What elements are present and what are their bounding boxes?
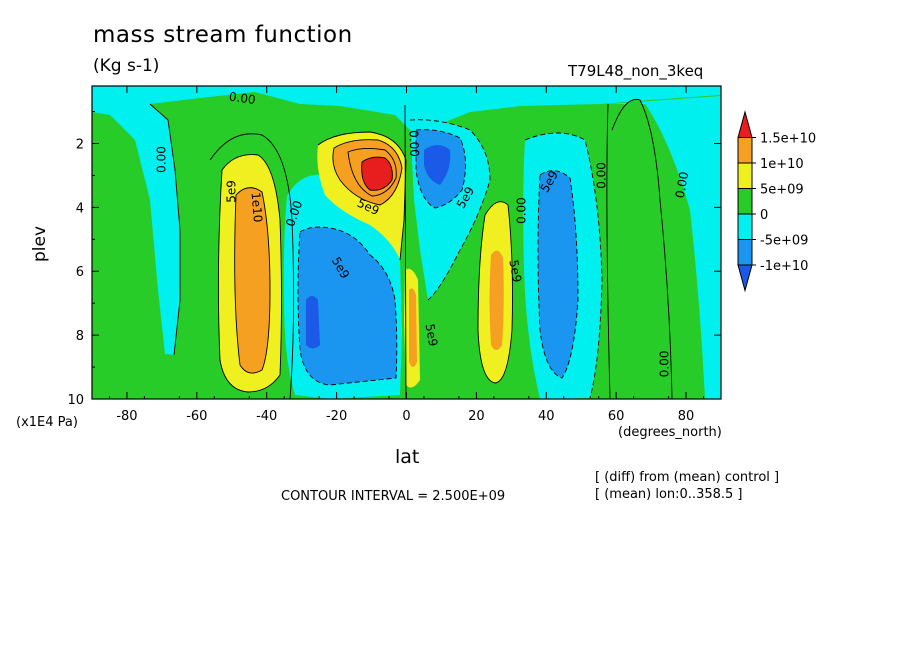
contour-label: 5e9 bbox=[224, 180, 238, 203]
contour-label: 0.00 bbox=[673, 171, 691, 200]
contour-label: 0.00 bbox=[407, 130, 422, 157]
colorbar-label: 0 bbox=[760, 208, 768, 223]
contour-label: 0.00 bbox=[154, 146, 168, 173]
x-tick-label: -60 bbox=[186, 409, 207, 424]
x-tick-label: 80 bbox=[678, 409, 695, 424]
x-tick-label: -80 bbox=[116, 409, 137, 424]
x-tick-label: -20 bbox=[326, 409, 347, 424]
colorbar-label: 5e+09 bbox=[760, 183, 804, 198]
contour-lines bbox=[149, 98, 673, 399]
contour-label: 1e10 bbox=[248, 192, 265, 223]
field-orange-equator-spike bbox=[409, 288, 417, 367]
contour-interval-text: CONTOUR INTERVAL = 2.500E+09 bbox=[281, 489, 506, 504]
chart-title: mass stream function bbox=[93, 22, 353, 48]
y-tick-label: 6 bbox=[76, 265, 84, 280]
colorbar-label: -1e+10 bbox=[760, 259, 808, 274]
field-red-core bbox=[361, 157, 393, 191]
contour-label: 0.00 bbox=[228, 89, 256, 107]
mean-note: [ (mean) lon:0..358.5 ] bbox=[595, 487, 743, 502]
chart-units: (Kg s-1) bbox=[93, 56, 160, 76]
x-tick-label: 60 bbox=[608, 409, 625, 424]
colorbar-swatch bbox=[737, 137, 753, 164]
y-axis: 2 4 6 8 10 bbox=[67, 111, 721, 408]
colorbar-label: 1e+10 bbox=[760, 157, 804, 172]
contour-label: 0.00 bbox=[514, 197, 528, 224]
colorbar-label: 1.5e+10 bbox=[760, 132, 816, 147]
x-axis-unit: (degrees_north) bbox=[618, 425, 722, 440]
contour-label: 0.00 bbox=[658, 351, 672, 378]
colorbar-swatch bbox=[737, 162, 753, 189]
field-blue-north-ferrel bbox=[538, 170, 578, 378]
field-orange-north-hadley bbox=[489, 250, 504, 350]
x-tick-label: 40 bbox=[538, 409, 555, 424]
field-blue-south bbox=[298, 227, 397, 385]
field-cyan-top-strip bbox=[92, 86, 721, 130]
field-orange-south-hadley bbox=[234, 187, 270, 374]
run-name: T79L48_non_3keq bbox=[568, 62, 704, 80]
colorbar: 1.5e+10 1e+10 5e+09 0 -5e+09 -1e+10 bbox=[737, 110, 816, 293]
x-tick-label: -40 bbox=[256, 409, 277, 424]
y-axis-label: plev bbox=[30, 225, 50, 262]
x-tick-label: 20 bbox=[468, 409, 485, 424]
colorbar-arrow-bottom bbox=[737, 264, 753, 293]
contour-lines-negative bbox=[297, 119, 603, 399]
contour-label: 5e9 bbox=[423, 323, 441, 348]
y-tick-label: 2 bbox=[76, 137, 84, 152]
y-tick-label: 8 bbox=[76, 329, 84, 344]
field-darkblue-south bbox=[306, 296, 320, 349]
contour-label: 5e9 bbox=[506, 259, 524, 284]
y-axis-unit: (x1E4 Pa) bbox=[16, 415, 78, 430]
field-cyan-far-north bbox=[608, 96, 721, 399]
colorbar-swatch bbox=[737, 239, 753, 266]
diff-note: [ (diff) from (mean) control ] bbox=[595, 470, 780, 485]
field-cyan-far-south bbox=[92, 104, 180, 355]
x-tick-label: 0 bbox=[402, 409, 410, 424]
contour-label: 0.00 bbox=[595, 162, 609, 189]
field-darkblue-north bbox=[424, 145, 451, 185]
y-tick-label: 4 bbox=[76, 201, 84, 216]
colorbar-arrow-top bbox=[737, 110, 753, 138]
x-axis-label: lat bbox=[395, 446, 420, 468]
colorbar-label: -5e+09 bbox=[760, 234, 808, 249]
x-axis: -80 -60 -40 -20 0 20 40 60 80 bbox=[108, 86, 705, 424]
y-tick-label: 10 bbox=[67, 393, 84, 408]
colorbar-swatch bbox=[737, 213, 753, 240]
field-green-arctic-band bbox=[610, 99, 672, 399]
colorbar-swatch bbox=[737, 188, 753, 215]
